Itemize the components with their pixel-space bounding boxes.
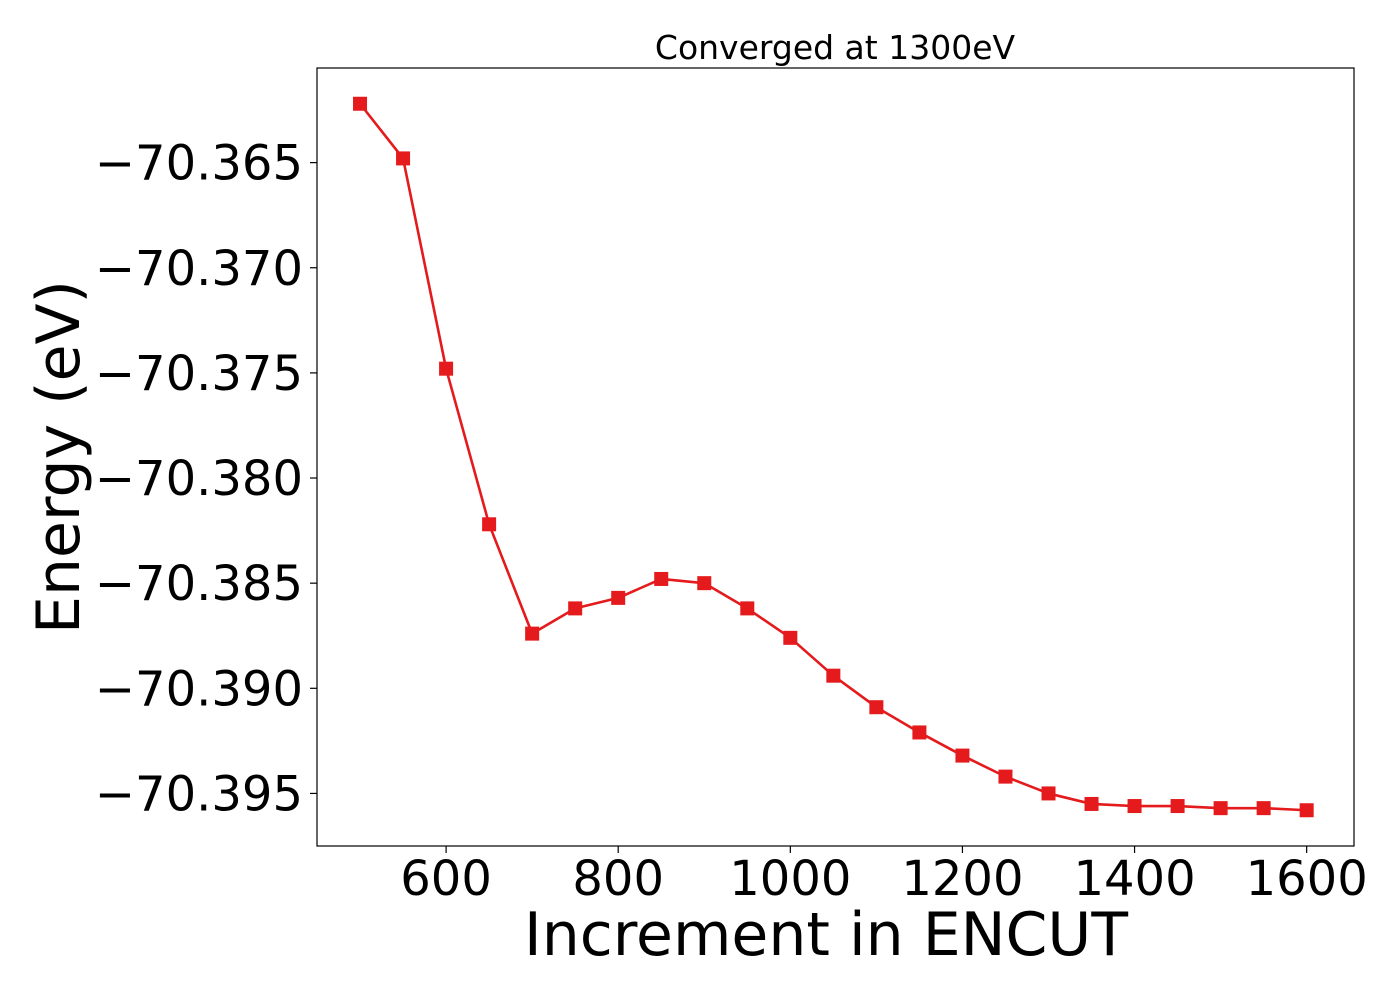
y-tick-label: −70.390 [95,661,303,717]
x-tick-label: 1000 [729,851,851,907]
data-point-marker [396,151,411,166]
data-point-marker [955,748,970,763]
x-tick-label: 600 [400,851,492,907]
data-point-marker [1213,801,1228,816]
x-axis-label: Increment in ENCUT [524,900,1128,970]
data-point-marker [826,668,841,683]
y-axis: −70.365 −70.370 −70.375 −70.380 −70.385 −70.3… [95,136,317,822]
data-point-marker [525,626,540,641]
data-point-marker [353,96,368,111]
data-point-marker [1084,796,1099,811]
y-tick-label: −70.370 [95,241,303,297]
y-tick-label: −70.380 [95,451,303,507]
x-axis: 600 800 1000 1200 1400 1600 [400,846,1368,907]
y-tick-label: −70.395 [95,766,303,822]
x-tick-label: 800 [572,851,664,907]
data-point-marker [482,517,497,532]
data-point-marker [740,601,755,616]
y-tick-label: −70.385 [95,556,303,612]
data-point-marker [1041,786,1056,801]
data-point-marker [912,725,927,740]
data-point-marker [568,601,583,616]
y-tick-label: −70.365 [95,136,303,192]
data-point-marker [1256,801,1271,816]
x-tick-label: 1200 [901,851,1023,907]
data-point-marker [697,576,712,591]
data-point-marker [998,769,1013,784]
series-energy [353,96,1314,818]
data-point-marker [1127,799,1142,814]
data-point-marker [1170,799,1185,814]
y-tick-label: −70.375 [95,346,303,402]
data-point-marker [439,361,454,376]
chart-title: Converged at 1300eV [655,28,1016,67]
data-point-marker [611,590,626,605]
y-axis-label: Energy (eV) [24,280,94,634]
x-tick-label: 1400 [1073,851,1195,907]
data-point-marker [654,571,669,586]
data-point-marker [1299,803,1314,818]
plot-area-frame [316,67,1355,847]
data-point-marker [783,630,798,645]
x-tick-label: 1600 [1246,851,1368,907]
data-point-marker [869,700,884,715]
